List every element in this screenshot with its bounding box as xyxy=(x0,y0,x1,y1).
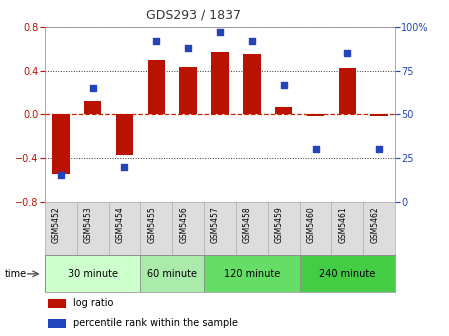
Point xyxy=(121,164,128,169)
Bar xyxy=(180,67,197,114)
Bar xyxy=(148,60,165,114)
Bar xyxy=(141,255,204,292)
Bar xyxy=(116,114,133,155)
Bar xyxy=(243,54,260,114)
Text: GSM5460: GSM5460 xyxy=(307,206,316,243)
Bar xyxy=(211,52,229,114)
Text: GSM5454: GSM5454 xyxy=(115,206,124,243)
Bar xyxy=(48,299,66,308)
Bar xyxy=(307,114,324,117)
Text: GSM5457: GSM5457 xyxy=(211,206,220,243)
Text: log ratio: log ratio xyxy=(73,298,113,308)
Bar xyxy=(48,319,66,328)
Text: GSM5453: GSM5453 xyxy=(84,206,92,243)
Bar xyxy=(52,114,70,174)
Point xyxy=(344,50,351,56)
Text: GSM5459: GSM5459 xyxy=(275,206,284,243)
Point xyxy=(89,85,96,91)
Bar xyxy=(275,107,292,114)
Text: GSM5461: GSM5461 xyxy=(339,206,348,243)
Point xyxy=(216,30,224,35)
Text: time: time xyxy=(4,269,26,279)
Text: GSM5462: GSM5462 xyxy=(370,206,379,243)
Text: GSM5455: GSM5455 xyxy=(147,206,156,243)
Text: GSM5452: GSM5452 xyxy=(52,206,61,243)
Point xyxy=(248,38,255,44)
Bar xyxy=(84,101,101,114)
Bar xyxy=(204,255,299,292)
Bar xyxy=(339,69,356,114)
Bar xyxy=(299,255,395,292)
Bar xyxy=(45,255,141,292)
Text: percentile rank within the sample: percentile rank within the sample xyxy=(73,319,238,328)
Point xyxy=(185,45,192,50)
Text: 30 minute: 30 minute xyxy=(68,269,118,279)
Text: GDS293 / 1837: GDS293 / 1837 xyxy=(145,8,241,22)
Text: 240 minute: 240 minute xyxy=(319,269,375,279)
Point xyxy=(376,146,383,152)
Point xyxy=(312,146,319,152)
Text: GSM5456: GSM5456 xyxy=(179,206,188,243)
Text: 60 minute: 60 minute xyxy=(147,269,197,279)
Point xyxy=(153,38,160,44)
Point xyxy=(57,173,64,178)
Text: GSM5458: GSM5458 xyxy=(243,206,252,243)
Point xyxy=(280,82,287,87)
Bar xyxy=(370,114,388,117)
Text: 120 minute: 120 minute xyxy=(224,269,280,279)
